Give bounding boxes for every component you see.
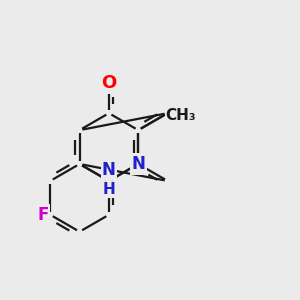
Text: N: N <box>102 161 116 179</box>
Text: N: N <box>131 155 145 173</box>
Text: O: O <box>101 74 116 92</box>
Text: CH₃: CH₃ <box>166 108 196 123</box>
Text: H: H <box>103 182 115 197</box>
Text: F: F <box>38 206 49 224</box>
